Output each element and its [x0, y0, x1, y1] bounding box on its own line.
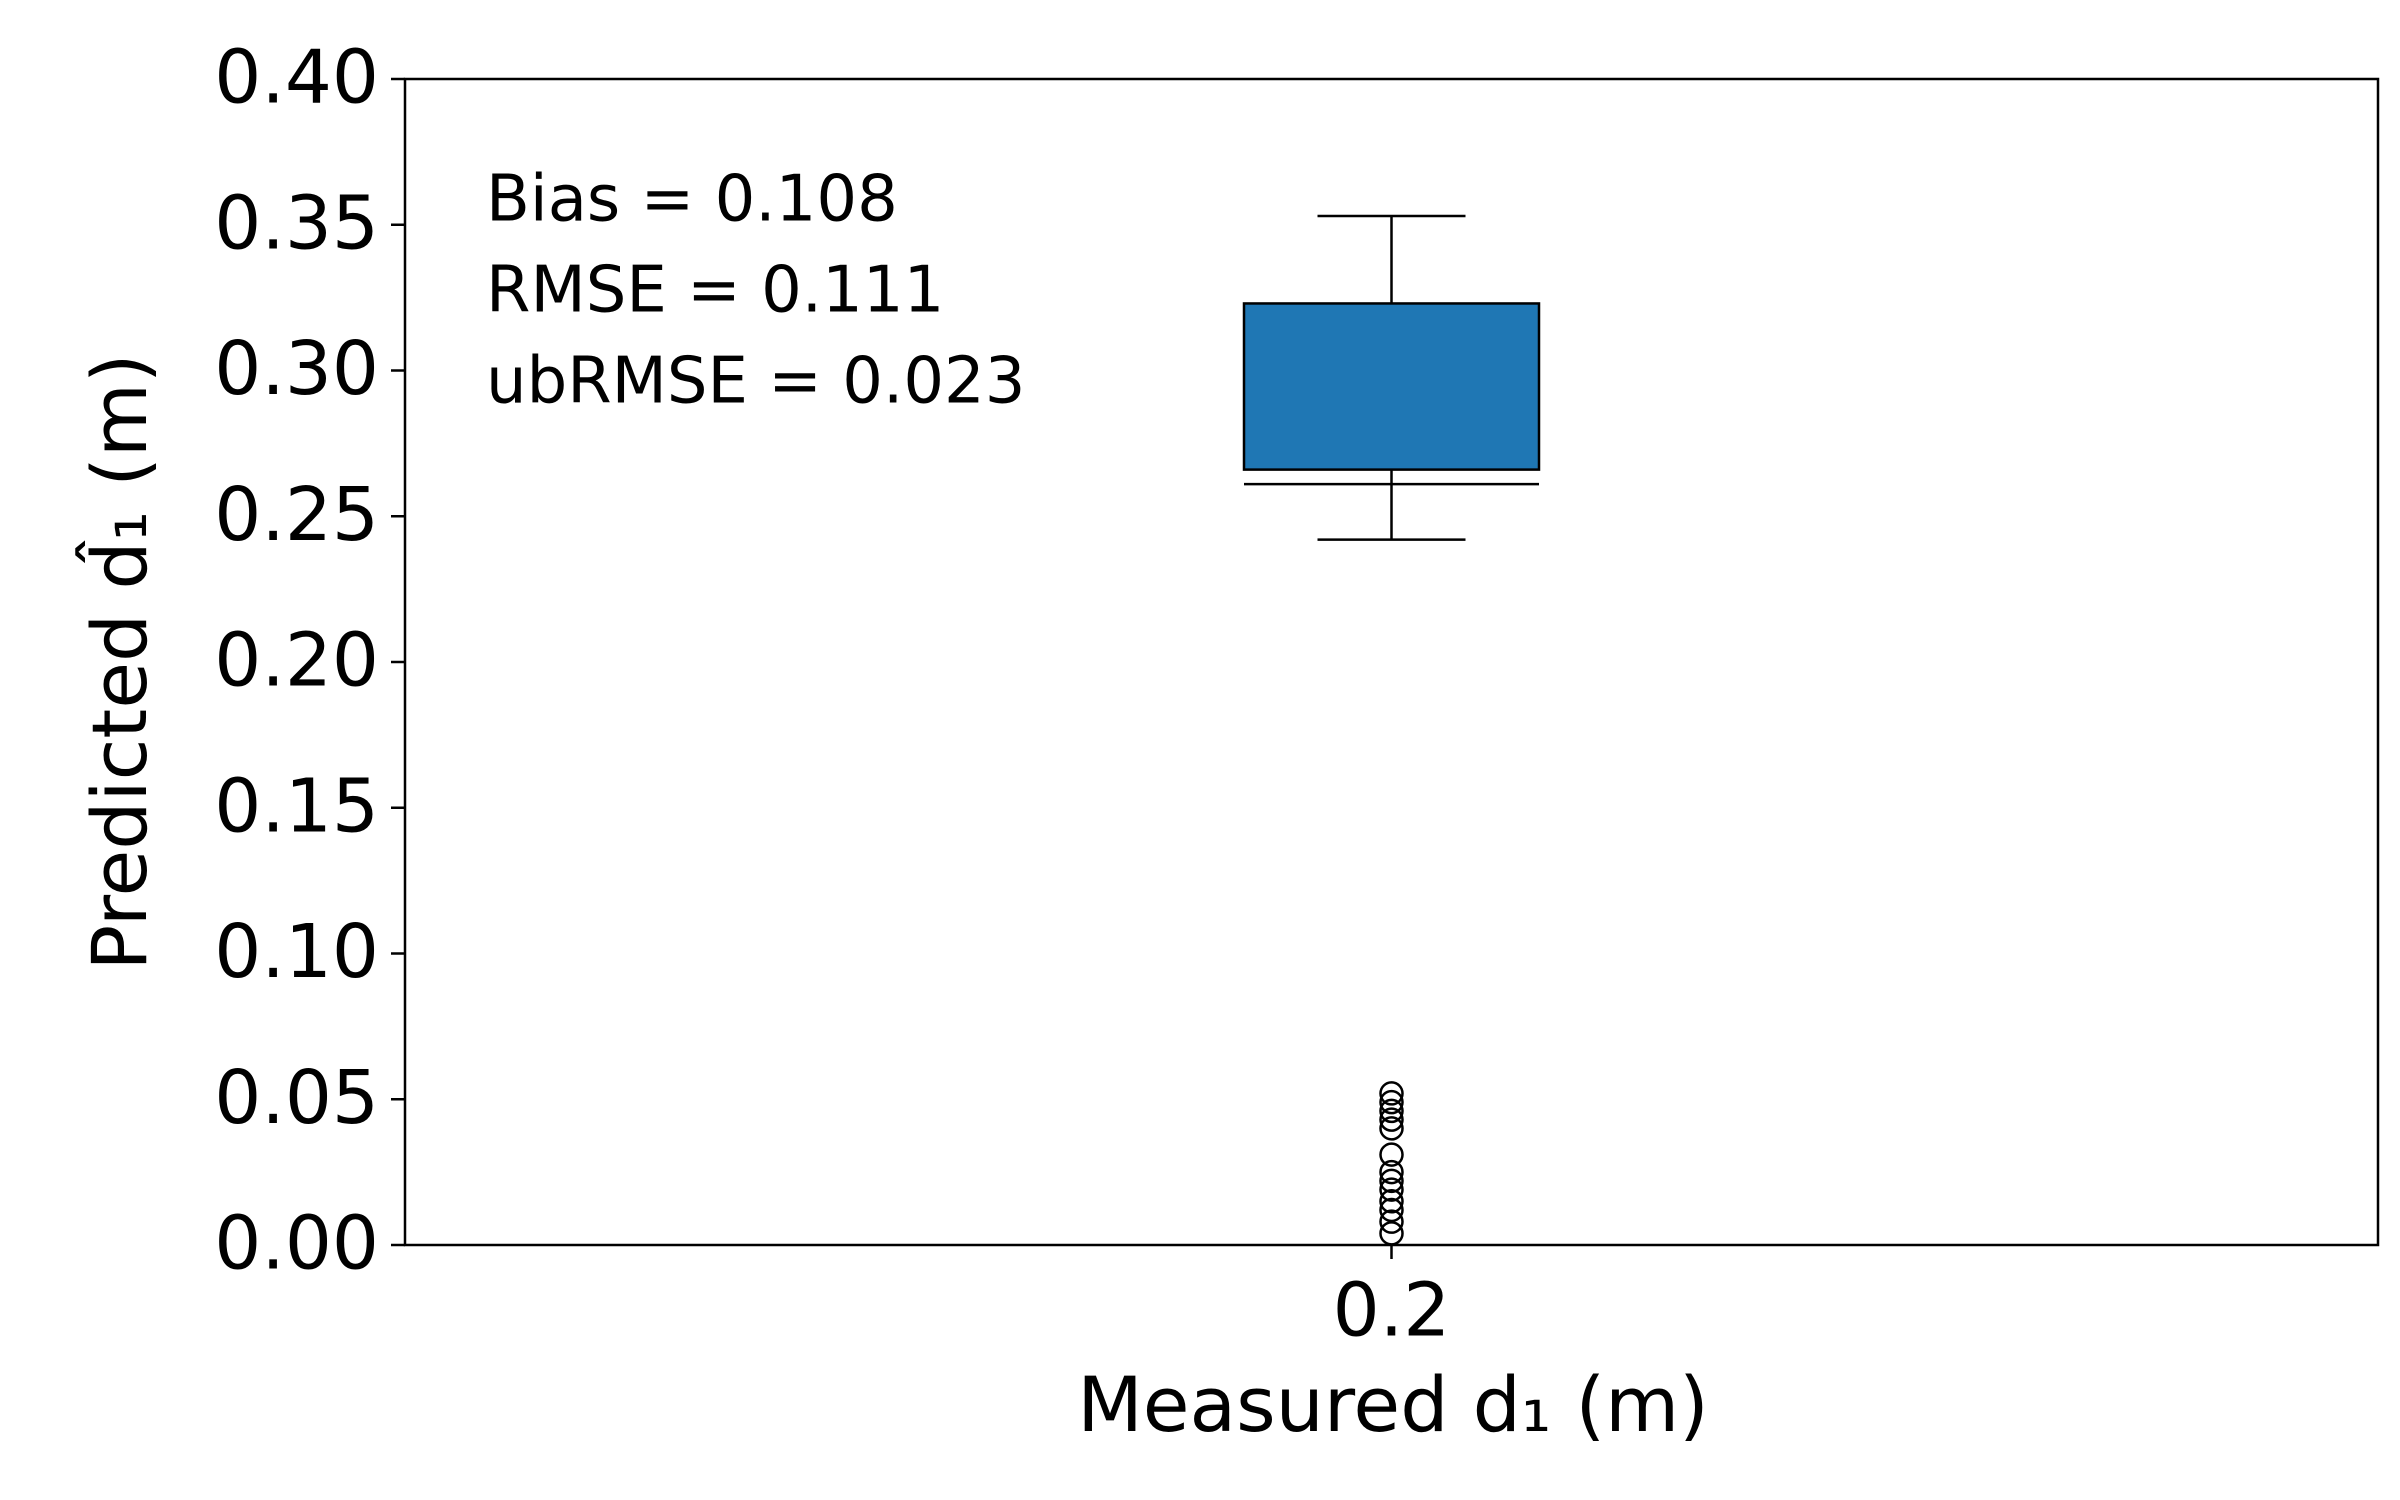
y-tick-label: 0.10 — [214, 909, 379, 995]
outlier — [1379, 1142, 1404, 1167]
outlier — [1379, 1098, 1404, 1124]
x-axis-label: Measured d₁ (m) — [1077, 1360, 1709, 1449]
outlier — [1379, 1159, 1404, 1185]
outlier — [1379, 1107, 1404, 1132]
box — [1242, 302, 1541, 471]
x-tick-label: 0.2 — [1333, 1268, 1451, 1354]
y-tick-label: 0.05 — [214, 1055, 379, 1141]
y-tick-label: 0.00 — [214, 1201, 379, 1287]
outlier — [1379, 1177, 1404, 1202]
outlier — [1379, 1081, 1404, 1106]
y-tick-label: 0.40 — [214, 35, 379, 121]
annotation: ubRMSE = 0.023 — [486, 345, 1025, 419]
y-tick-label: 0.15 — [214, 763, 379, 849]
y-tick-label: 0.20 — [214, 618, 379, 704]
outlier — [1379, 1209, 1404, 1234]
outlier — [1379, 1116, 1404, 1141]
outlier — [1379, 1197, 1404, 1223]
outlier — [1379, 1189, 1404, 1214]
y-tick-label: 0.25 — [214, 472, 379, 558]
y-axis-label: Predicted d̂₁ (m) — [75, 353, 164, 970]
annotation: Bias = 0.108 — [486, 163, 898, 237]
outlier — [1379, 1168, 1404, 1194]
annotation: RMSE = 0.111 — [486, 254, 944, 328]
y-tick-label: 0.30 — [214, 326, 379, 412]
outlier — [1379, 1089, 1404, 1115]
y-tick-label: 0.35 — [214, 180, 379, 266]
outlier — [1379, 1221, 1404, 1246]
